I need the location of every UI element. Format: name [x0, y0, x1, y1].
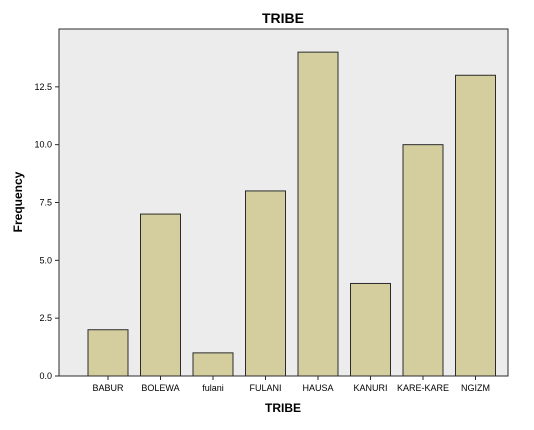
y-tick-label: 5.0: [39, 255, 52, 265]
x-tick-label: HAUSA: [302, 383, 333, 393]
y-tick-label: 12.5: [34, 82, 52, 92]
x-tick-label: fulani: [202, 383, 224, 393]
x-tick-label: KANURI: [353, 383, 387, 393]
bar-bolewa: [140, 213, 181, 377]
x-tick-label: KARE-KARE: [397, 383, 449, 393]
bar-kare-kare: [402, 144, 444, 377]
bar-ngizm: [455, 74, 496, 377]
x-axis: BABUR BOLEWA fulani FULANI HAUSA KANURI KARE-K…: [92, 376, 490, 393]
bars-layer: [87, 51, 496, 377]
bar-babur: [87, 329, 129, 377]
chart-title: TRIBE: [262, 10, 304, 26]
bar-fulani: [192, 352, 234, 377]
x-axis-label: TRIBE: [265, 401, 301, 415]
bar-hausa: [297, 51, 339, 377]
y-tick-label: 7.5: [39, 198, 52, 208]
y-tick-label: 0.0: [39, 371, 52, 381]
y-tick-label: 10.0: [34, 140, 52, 150]
x-tick-label: FULANI: [249, 383, 281, 393]
bar-fulani: [245, 190, 286, 377]
bar-kanuri: [350, 282, 391, 377]
x-tick-label: BABUR: [92, 383, 124, 393]
y-axis-label: Frequency: [11, 171, 25, 232]
x-tick-label: NGIZM: [461, 383, 490, 393]
y-tick-label: 2.5: [39, 313, 52, 323]
y-axis: 0.0 2.5 5.0 7.5 10.0 12.5: [34, 82, 59, 381]
x-tick-label: BOLEWA: [141, 383, 179, 393]
